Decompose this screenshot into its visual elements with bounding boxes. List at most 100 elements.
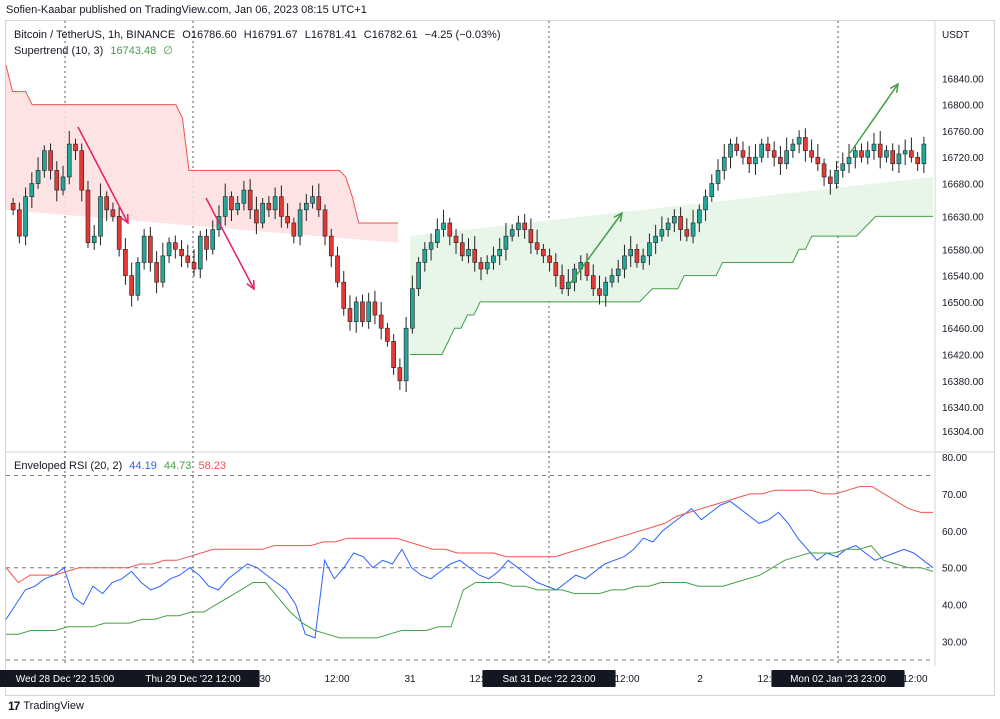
candle-body — [796, 137, 802, 145]
candle-body — [42, 150, 47, 171]
tradingview-brand: 17 TradingView — [8, 699, 84, 713]
candle-body — [877, 143, 883, 158]
candle-body — [884, 150, 889, 158]
up-arrow-2-head — [889, 82, 899, 94]
candle-body — [896, 153, 902, 165]
candle-body — [759, 143, 764, 158]
candle-body — [678, 216, 683, 230]
candle-body — [765, 143, 771, 151]
price-tick-label: 16580.00 — [942, 245, 984, 256]
candle-body — [66, 143, 72, 178]
x-axis-highlight-bg — [0, 670, 132, 687]
candle-body — [222, 196, 228, 217]
candle-body — [85, 189, 91, 244]
candle-body — [453, 235, 459, 244]
candle-body — [316, 196, 322, 211]
candle-body — [403, 327, 409, 382]
candle-body — [272, 196, 278, 211]
candle-body — [422, 248, 428, 263]
main-legend[interactable]: Bitcoin / TetherUS, 1h, BINANCE O16786.6… — [14, 29, 505, 41]
candle-body — [921, 143, 927, 165]
candle-body — [297, 209, 303, 237]
candle-body — [328, 235, 334, 257]
candle-body — [341, 281, 347, 309]
candle-body — [135, 262, 141, 296]
low-label: L — [304, 29, 311, 41]
candle-body — [123, 248, 128, 276]
candle-body — [229, 196, 234, 211]
candle-body — [247, 189, 253, 211]
candle-body — [622, 255, 627, 270]
candle-body — [840, 163, 846, 171]
rsi-tick-label: 60.00 — [942, 527, 967, 538]
candle-body — [690, 222, 696, 237]
candle-body — [553, 262, 559, 276]
up-arrow-2 — [849, 83, 899, 154]
candle-body — [684, 229, 690, 237]
candle-body — [441, 222, 446, 230]
x-axis-label: 12:00 — [324, 674, 349, 685]
candle-body — [728, 143, 733, 158]
candle-body — [590, 275, 596, 290]
high-label: H — [243, 29, 252, 41]
x-axis-highlight-bg — [771, 670, 905, 687]
candle-body — [740, 150, 746, 158]
candle-body — [29, 183, 35, 197]
candle-body — [141, 235, 147, 263]
candle-body — [478, 262, 484, 270]
candle-body — [890, 150, 895, 165]
candle-body — [378, 314, 384, 329]
candle-body — [790, 143, 796, 151]
brand-name: TradingView — [23, 700, 84, 712]
candle-body — [210, 229, 216, 250]
candle-body — [721, 156, 727, 171]
price-tick-label: 16680.00 — [942, 180, 984, 191]
price-axis-currency: USDT — [942, 30, 969, 41]
down-arrow-1-head — [120, 213, 129, 225]
candle-body — [828, 176, 833, 184]
candle-body — [778, 156, 783, 165]
supertrend-up-fill — [410, 176, 933, 355]
close-label: C — [363, 29, 372, 41]
rsi-value-red: 58.23 — [198, 460, 227, 472]
candle-body — [260, 202, 265, 224]
rsi-tick-label: 80.00 — [942, 453, 967, 464]
candle-body — [179, 248, 184, 257]
candle-body — [372, 301, 378, 316]
candle-body — [279, 196, 284, 217]
rsi-legend[interactable]: Enveloped RSI (20, 2) 44.19 44.73 58.23 — [14, 460, 230, 472]
candle-body — [129, 275, 134, 296]
candle-body — [459, 242, 465, 257]
candle-body — [615, 268, 621, 276]
x-axis-highlight-label: Mon 02 Jan '23 23:00 — [790, 674, 886, 685]
candle-body — [204, 235, 209, 250]
symbol-name: Bitcoin / TetherUS, 1h, BINANCE — [14, 29, 176, 41]
x-axis-label: 2 — [697, 674, 703, 685]
candle-body — [503, 235, 509, 250]
down-arrow-1 — [77, 126, 129, 224]
candle-body — [753, 156, 758, 165]
candle-body — [846, 156, 852, 165]
candle-body — [821, 163, 827, 178]
x-axis-highlight-label: Sat 31 Dec '22 23:00 — [502, 674, 596, 685]
candle-body — [60, 176, 66, 191]
price-tick-label: 16540.00 — [942, 272, 984, 283]
candle-body — [516, 222, 521, 230]
low-value: 16781.41 — [310, 29, 357, 41]
candle-body — [98, 196, 103, 237]
candle-body — [547, 255, 552, 263]
candle-body — [322, 209, 328, 237]
down-arrow-2-head — [246, 279, 255, 291]
x-axis-highlight-bg — [482, 670, 616, 687]
candle-body — [628, 248, 633, 257]
candle-body — [528, 229, 534, 244]
candle-body — [715, 170, 721, 184]
candle-body — [35, 170, 41, 184]
supertrend-legend[interactable]: Supertrend (10, 3) 16743.48 ∅ — [14, 44, 177, 57]
candle-body — [697, 209, 702, 224]
candle-body — [640, 255, 646, 263]
x-axis-label: 12:00 — [902, 674, 927, 685]
candle-body — [871, 143, 877, 151]
candle-body — [10, 202, 16, 211]
